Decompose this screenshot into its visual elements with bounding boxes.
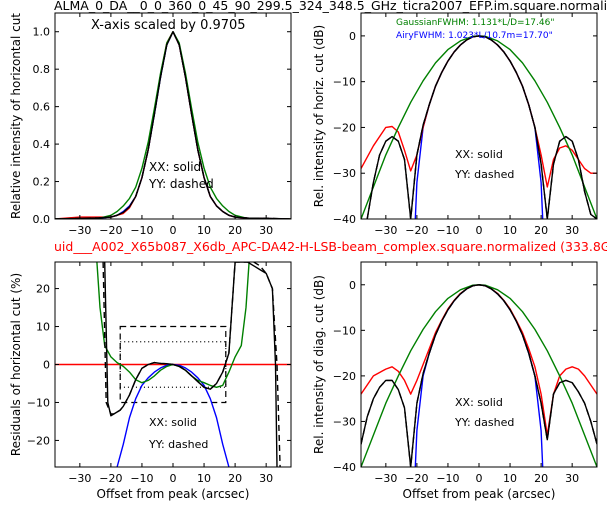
y-tick-label: 0 (43, 359, 50, 372)
axes-frame (360, 12, 598, 220)
annotation: YY: dashed (454, 168, 514, 181)
x-tick-label: 30 (259, 472, 273, 485)
y-tick-label: −10 (27, 396, 50, 409)
x-tick-label: 20 (228, 224, 242, 237)
x-tick-label: 30 (565, 224, 579, 237)
x-tick-label: 0 (170, 224, 177, 237)
x-tick-label: −10 (436, 472, 459, 485)
x-tick-label: 30 (565, 472, 579, 485)
chart-4: −30 −20 −10 0 10 20 30 0 −10 −20 −30 −40 Rel. intens… (312, 261, 598, 501)
x-tick-label: −30 (374, 224, 397, 237)
x-tick-label: 0 (476, 472, 483, 485)
figure-title: ALMA_0_DA__0_0_360_0_45_90_299.5_324_348… (54, 0, 607, 13)
y-tick-label: −20 (333, 370, 356, 383)
y-tick-label: 10 (36, 321, 50, 334)
series-line-5 (361, 284, 597, 467)
series-line-5 (366, 35, 597, 219)
x-tick-label: −10 (130, 472, 153, 485)
series-line-5 (55, 31, 291, 219)
series-line-5 (102, 262, 281, 467)
series-line-3 (361, 35, 597, 219)
y-tick-label: −20 (27, 434, 50, 447)
axes-frame (360, 261, 598, 468)
y-axis-label: Relative intensity of horizontal cut (9, 13, 23, 219)
series-line-2 (361, 284, 597, 436)
annotation: GaussianFWHM: 1.131*L/D=17.46" (396, 18, 554, 28)
x-tick-label: 30 (259, 224, 273, 237)
y-tick-label: 1.0 (33, 26, 51, 39)
y-tick-label: 0 (349, 30, 356, 43)
x-axis-label: Offset from peak (arcsec) (403, 487, 556, 501)
series-line-4 (366, 35, 597, 219)
annotation: X-axis scaled by 0.9705 (91, 18, 246, 33)
y-tick-label: −10 (333, 76, 356, 89)
plot-area (55, 262, 291, 467)
plot-area (361, 35, 597, 219)
plot-area (55, 31, 291, 219)
series-line-2 (361, 35, 597, 188)
x-tick-label: 20 (534, 472, 548, 485)
x-tick-label: 20 (534, 224, 548, 237)
x-tick-label: −20 (405, 472, 428, 485)
x-tick-label: 10 (197, 472, 211, 485)
y-tick-label: −40 (333, 213, 356, 226)
x-tick-label: −30 (68, 472, 91, 485)
chart-3: −30 −20 −10 0 10 20 30 20 10 0 −10 −20 Residuals of … (9, 261, 292, 501)
x-tick-label: −20 (99, 224, 122, 237)
x-tick-label: −20 (405, 224, 428, 237)
x-tick-label: −10 (436, 224, 459, 237)
y-axis-label: Rel. intensity of horiz. cut (dB) (312, 25, 326, 207)
series-line-4 (361, 284, 597, 467)
x-tick-label: 10 (197, 224, 211, 237)
x-tick-label: 20 (228, 472, 242, 485)
y-tick-label: −20 (333, 121, 356, 134)
y-tick-label: 20 (36, 283, 50, 296)
chart-2: −30 −20 −10 0 10 20 30 0 −10 −20 −30 −40 Rel. intens… (312, 12, 598, 237)
annotation: YY: dashed (454, 416, 514, 429)
annotation: XX: solid (149, 160, 201, 174)
series-line-3 (361, 284, 597, 467)
figure-subtitle: uid___A002_X65b087_X6db_APC-DA42-H-LSB-b… (54, 239, 607, 254)
annotation: YY: dashed (148, 438, 208, 451)
y-tick-label: 0.8 (33, 63, 51, 76)
y-tick-label: −30 (333, 167, 356, 180)
annotation: XX: solid (149, 416, 197, 429)
x-tick-label: 0 (476, 224, 483, 237)
x-tick-label: 10 (503, 224, 517, 237)
x-tick-label: −10 (130, 224, 153, 237)
x-tick-label: 0 (170, 472, 177, 485)
y-tick-label: 0.0 (33, 213, 51, 226)
y-tick-label: 0 (349, 279, 356, 292)
annotation: XX: solid (455, 396, 503, 409)
x-axis-label: Offset from peak (arcsec) (97, 487, 250, 501)
annotation: XX: solid (455, 148, 503, 161)
x-tick-label: 10 (503, 472, 517, 485)
y-tick-label: −30 (333, 415, 356, 428)
annotation: AiryFWHM: 1.023*L/10.7m=17.70" (396, 31, 553, 41)
annotation: YY: dashed (148, 177, 214, 191)
y-tick-label: 0.2 (33, 176, 51, 189)
x-tick-label: −30 (68, 224, 91, 237)
y-axis-label: Rel. intensity of diag. cut (dB) (312, 275, 326, 454)
y-tick-label: 0.6 (33, 101, 51, 114)
chart-1: −30 −20 −10 0 10 20 30 0.0 0.2 0.4 0.6 0.8 1.0 Relati… (9, 12, 292, 237)
y-tick-label: 0.4 (33, 138, 51, 151)
x-tick-label: −20 (99, 472, 122, 485)
x-tick-label: −30 (374, 472, 397, 485)
y-tick-label: −10 (333, 324, 356, 337)
plot-area (361, 284, 597, 467)
y-axis-label: Residuals of horizontal cut (%) (9, 273, 23, 456)
y-tick-label: −40 (333, 461, 356, 474)
